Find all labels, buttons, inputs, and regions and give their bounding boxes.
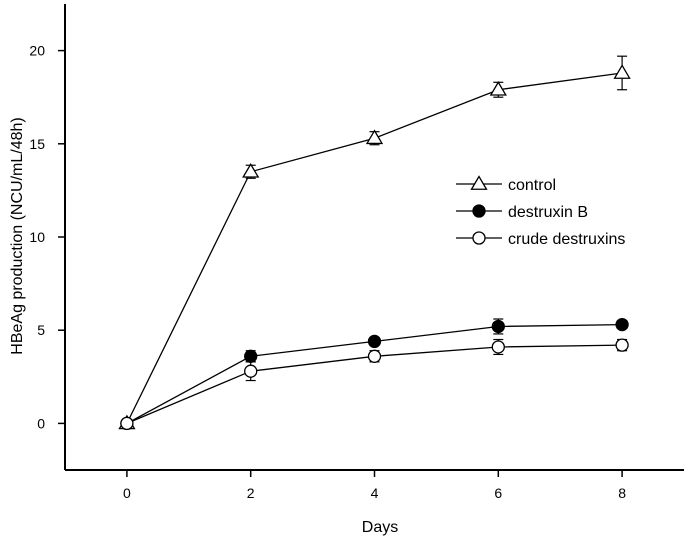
series-crude-destruxins <box>120 338 629 431</box>
legend-label: destruxin B <box>508 204 588 221</box>
series-layer <box>118 55 631 431</box>
x-tick-label: 4 <box>371 485 379 501</box>
x-tick-label: 6 <box>494 485 502 501</box>
data-point <box>615 338 629 352</box>
legend: control destruxin B crude destruxins <box>456 175 625 248</box>
data-point <box>491 340 505 354</box>
legend-entry: crude destruxins <box>456 231 625 248</box>
legend-label: crude destruxins <box>508 231 625 248</box>
data-point <box>489 80 507 96</box>
data-point <box>244 349 258 363</box>
data-point <box>244 364 258 378</box>
y-tick-label: 20 <box>29 43 45 59</box>
legend-marker <box>470 175 488 190</box>
y-tick-label: 15 <box>29 136 45 152</box>
y-axis-label: HBeAg production (NCU/mL/48h) <box>9 117 26 354</box>
x-tick-label: 2 <box>247 485 255 501</box>
y-tick-label: 0 <box>37 415 45 431</box>
x-tick-label: 0 <box>123 485 131 501</box>
legend-entry: control <box>456 175 556 194</box>
axes: 0 2 4 6 8 0 5 10 15 20 <box>29 4 684 501</box>
data-point <box>491 319 505 334</box>
y-tick-label: 10 <box>29 229 45 245</box>
y-tick-label: 5 <box>37 322 45 338</box>
data-point <box>367 349 382 363</box>
data-point <box>242 162 260 178</box>
data-point <box>365 129 384 145</box>
legend-entry: destruxin B <box>456 204 588 221</box>
x-axis-label: Days <box>362 519 398 536</box>
series-line <box>126 72 623 424</box>
series-destruxin-B <box>120 317 629 431</box>
data-point <box>613 64 631 79</box>
legend-marker <box>472 204 486 218</box>
data-point <box>367 334 382 349</box>
data-point <box>615 317 629 332</box>
legend-label: control <box>508 177 556 194</box>
x-tick-label: 8 <box>618 485 626 501</box>
legend-marker <box>472 231 486 245</box>
data-point <box>120 416 134 431</box>
